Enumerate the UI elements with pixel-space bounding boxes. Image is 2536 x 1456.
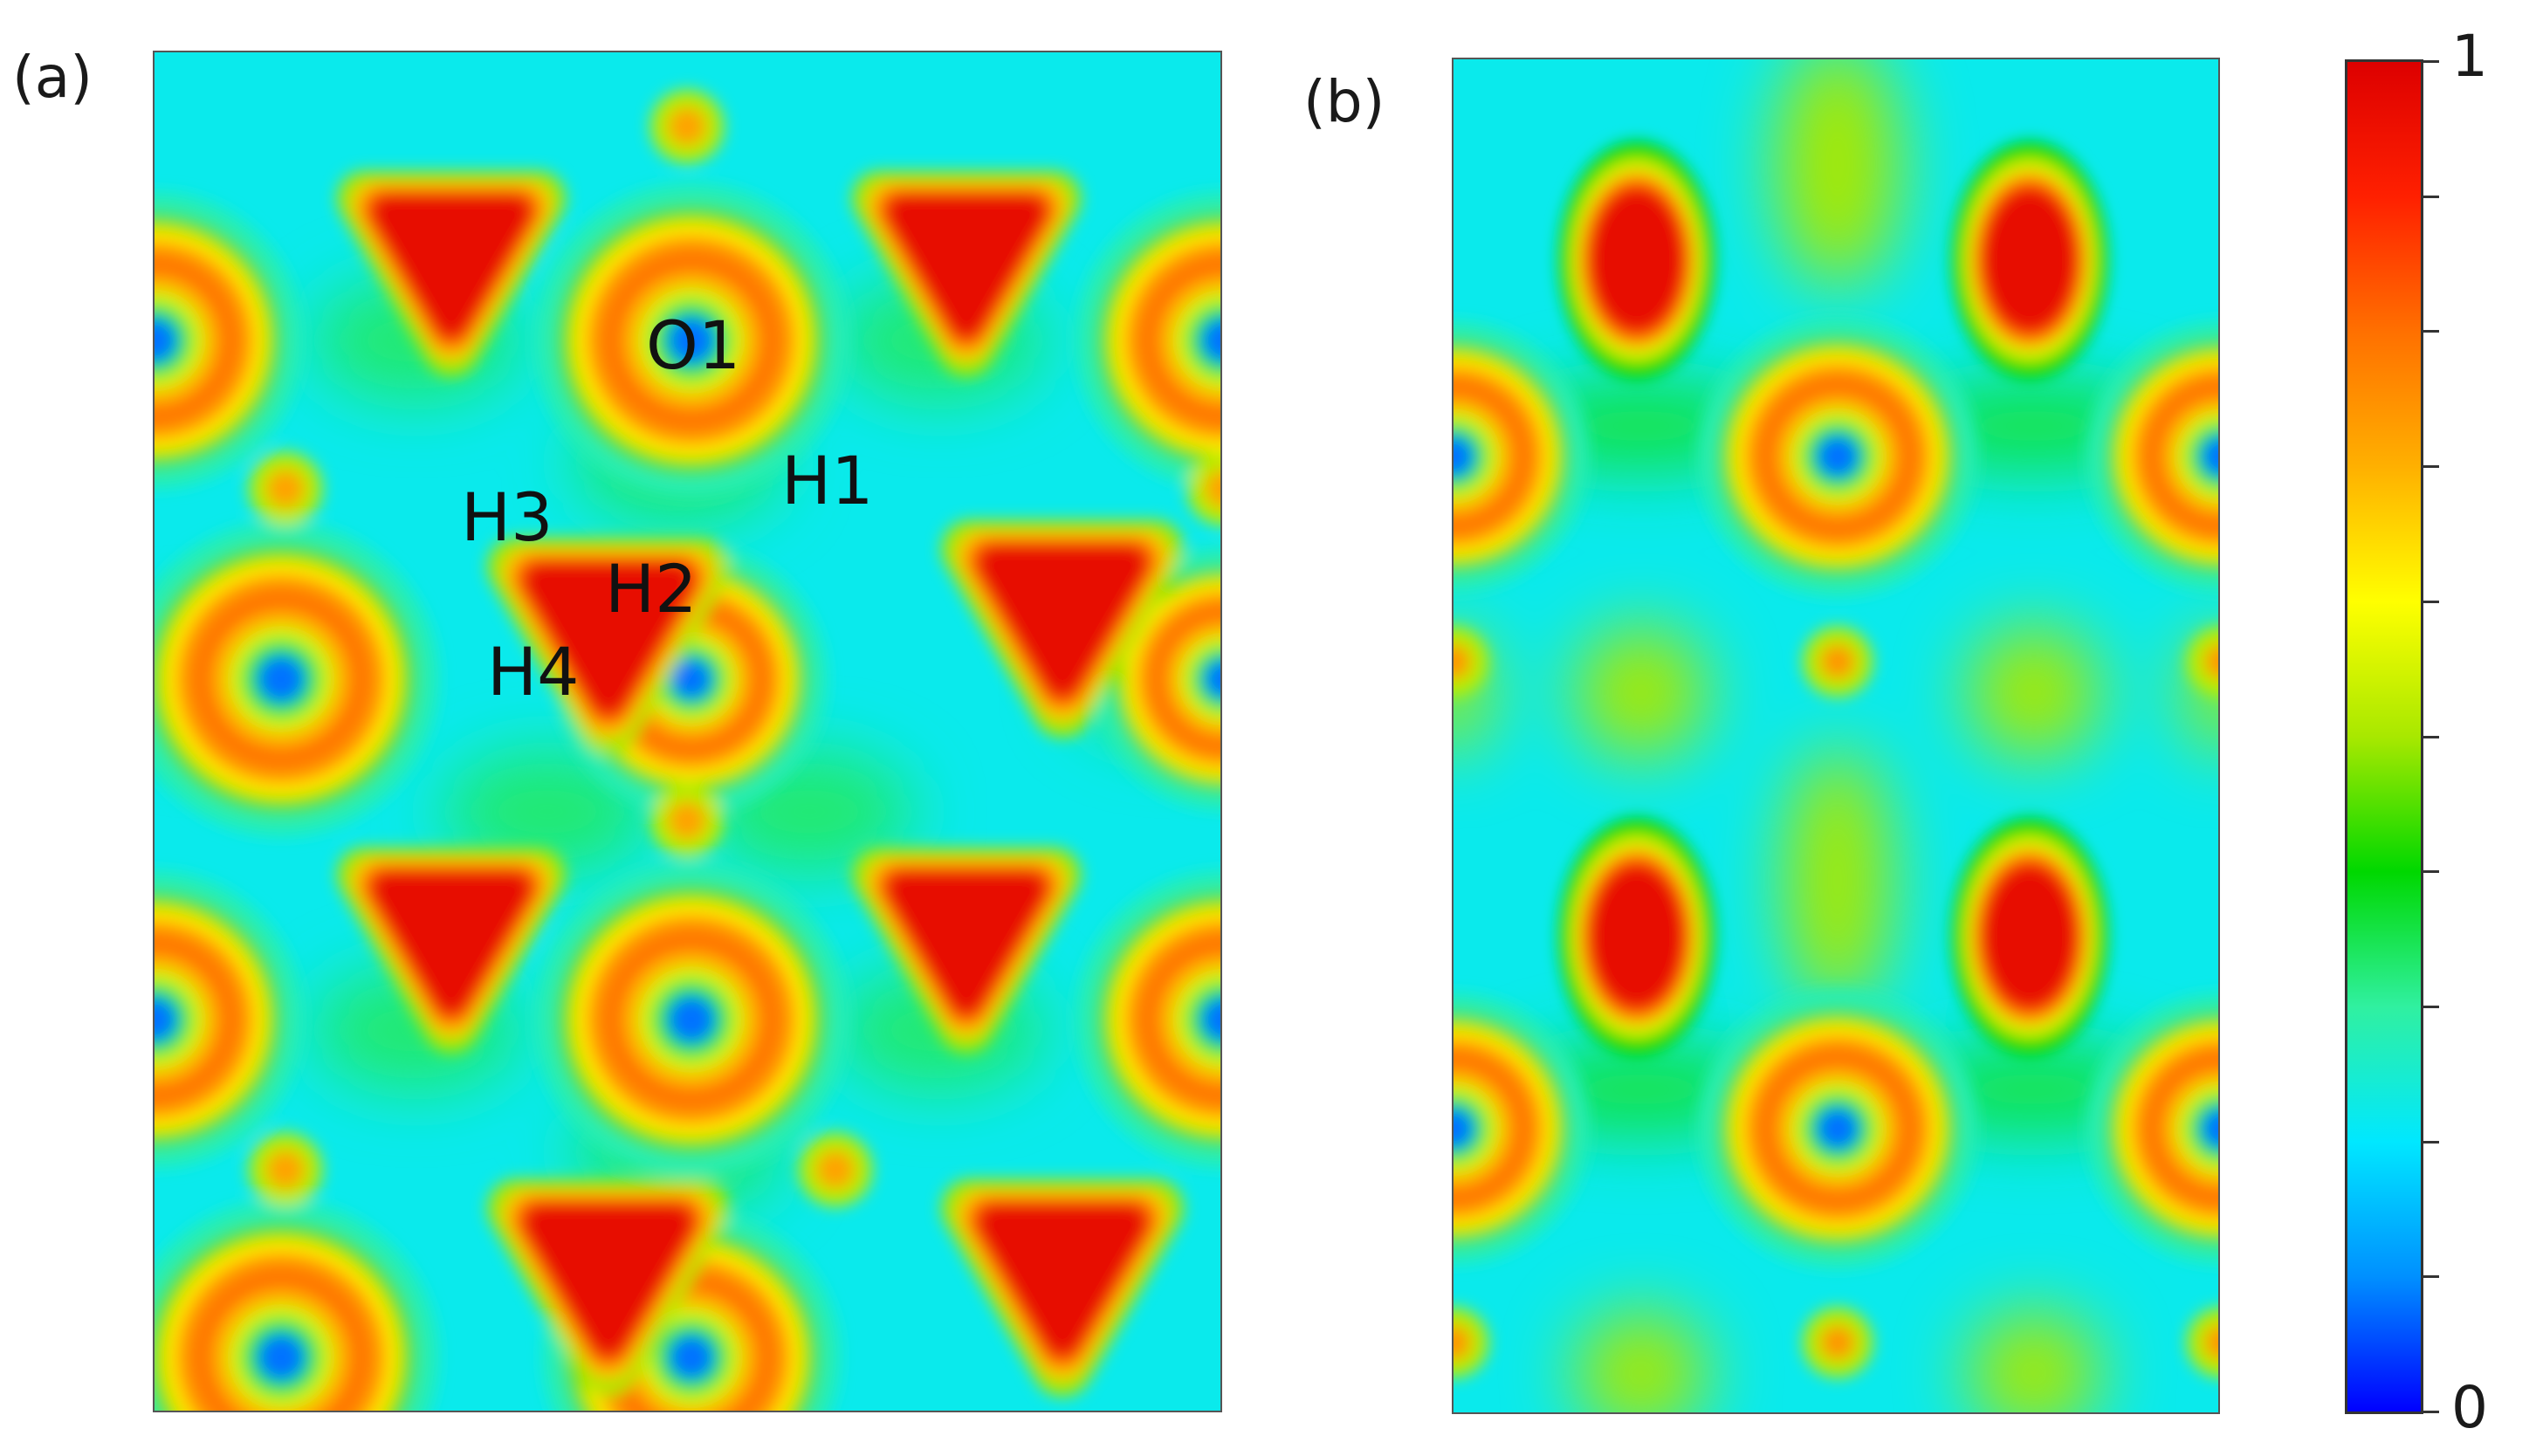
annotation-h4: H4	[487, 633, 580, 711]
panel-label-b: (b)	[1303, 68, 1385, 135]
heatmap-b-bridge-4	[1454, 1308, 1488, 1377]
heatmap-b-ring-4	[1454, 993, 1589, 1264]
annotation-o1: O1	[646, 306, 741, 384]
heatmap-b-ring-0	[1698, 317, 1977, 596]
heatmap-a-bridge-1	[650, 90, 724, 163]
heatmap-a-bridge-0	[249, 452, 322, 525]
heatmap-b-plot	[1454, 59, 2218, 1412]
heatmap-a-maximum-0	[337, 171, 566, 377]
heatmap-b-bridge-1	[1803, 1308, 1873, 1377]
colorbar-tick	[2423, 465, 2439, 469]
heatmap-b-green-1	[1785, 749, 1890, 1011]
heatmap-b-green-2	[1576, 627, 1707, 758]
colorbar-tick	[2423, 1275, 2439, 1279]
heatmap-b-maximum-1	[1951, 141, 2108, 380]
heatmap-a	[153, 51, 1222, 1412]
heatmap-a-maximum-6	[487, 1178, 730, 1397]
heatmap-b-maximum-2	[1558, 817, 1715, 1056]
colorbar-tick	[2423, 330, 2439, 333]
panel-label-a: (a)	[12, 44, 93, 111]
annotation-h2: H2	[605, 550, 698, 628]
heatmap-a-bridge-2	[650, 784, 724, 857]
heatmap-a-ring-9	[155, 1200, 438, 1411]
heatmap-a-maximum-5	[852, 848, 1081, 1054]
heatmap-a-bridge-4	[799, 1133, 872, 1206]
heatmap-a-maximum-2	[487, 537, 730, 755]
annotation-h3: H3	[461, 478, 553, 556]
heatmap-a-ring-3	[155, 522, 438, 836]
colorbar-fill	[2347, 62, 2421, 1411]
heatmap-a-maximum-4	[337, 848, 566, 1054]
colorbar-gradient	[2347, 62, 2421, 1411]
heatmap-a-maximum-3	[941, 519, 1184, 738]
colorbar-tick	[2423, 735, 2439, 738]
heatmap-b-green-3	[1969, 627, 2100, 758]
heatmap-a-ring-1	[534, 183, 849, 498]
heatmap-a-plot	[155, 52, 1220, 1411]
heatmap-a-ring-2	[1076, 192, 1220, 489]
heatmap-a-maximum-1	[852, 171, 1081, 377]
heatmap-a-ring-8	[1076, 871, 1220, 1168]
colorbar-tick	[2423, 1411, 2439, 1413]
heatmap-b-bridge-2	[1454, 627, 1488, 697]
heatmap-a-bridge-5	[1187, 452, 1220, 525]
heatmap-b-ring-5	[2086, 993, 2218, 1264]
heatmap-b-green-4	[1576, 1312, 1707, 1412]
heatmap-a-channel-8	[443, 751, 652, 873]
heatmap-b	[1452, 58, 2220, 1414]
heatmap-b-maximum-3	[1951, 817, 2108, 1056]
heatmap-b-green-5	[1969, 1312, 2100, 1412]
annotation-h1: H1	[781, 442, 874, 519]
heatmap-b-bridge-5	[2187, 1308, 2218, 1377]
heatmap-b-ring-3	[1698, 989, 1977, 1268]
colorbar	[2345, 59, 2423, 1414]
heatmap-a-ring-6	[155, 871, 303, 1168]
colorbar-tick	[2423, 1140, 2439, 1144]
heatmap-b-maximum-0	[1558, 141, 1715, 380]
colorbar-tick	[2423, 1005, 2439, 1008]
colorbar-min-label: 0	[2451, 1374, 2488, 1441]
colorbar-tick	[2423, 600, 2439, 603]
heatmap-b-bridge-3	[2187, 627, 2218, 697]
heatmap-a-maximum-7	[941, 1178, 1184, 1397]
colorbar-tick	[2423, 195, 2439, 198]
heatmap-b-green-0	[1777, 59, 1899, 286]
heatmap-a-ring-7	[534, 862, 849, 1177]
heatmap-b-ring-1	[1454, 321, 1589, 592]
heatmap-a-ring-0	[155, 192, 303, 489]
heatmap-b-ring-2	[2086, 321, 2218, 592]
colorbar-tick	[2423, 60, 2439, 63]
heatmap-b-bridge-0	[1803, 627, 1873, 697]
heatmap-a-bridge-3	[249, 1133, 322, 1206]
colorbar-tick	[2423, 870, 2439, 874]
colorbar-max-label: 1	[2451, 23, 2488, 90]
